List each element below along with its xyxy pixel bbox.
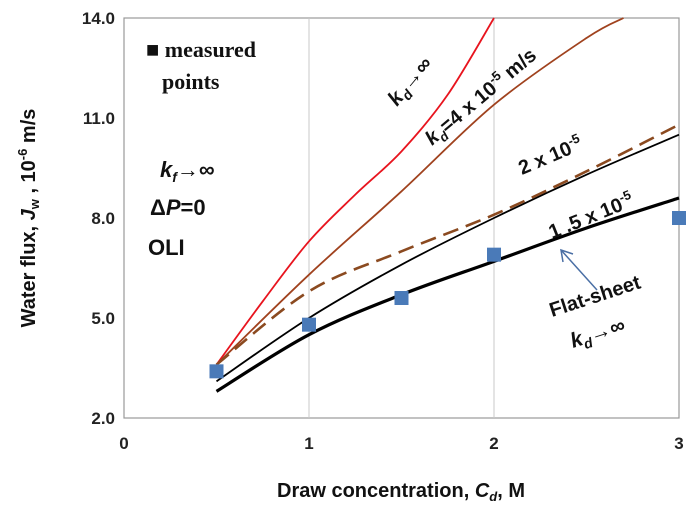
label-kf-infinity: kf→∞ <box>160 157 215 185</box>
y-tick-label-3: 11.0 <box>83 109 115 128</box>
measured-point-3 <box>487 247 501 262</box>
x-axis-title: Draw concentration, Cd, M <box>277 480 525 504</box>
label-2e-5: 2 x 10-5 <box>514 130 586 179</box>
label-kd-4e-5: kd=4 x 10-5 m/s <box>419 42 543 152</box>
label-kd-infinity-top: kd→∞ <box>383 52 439 112</box>
series-line-4 <box>215 196 680 393</box>
label-oli: OLI <box>148 235 185 260</box>
series-line-3 <box>215 123 680 366</box>
y-tick-label-4: 14.0 <box>82 9 115 28</box>
measured-points <box>209 211 686 379</box>
label-1-5e-5: 1 .5 x 10-5 <box>545 187 637 244</box>
x-tick-label-2: 2 <box>489 434 498 453</box>
series-line-1 <box>215 17 624 366</box>
measured-point-2 <box>394 291 409 305</box>
label-kd-infinity-bottom: kd→∞ <box>567 313 629 355</box>
y-axis-title: Water flux, Jw , 10-6 m/s <box>15 109 42 328</box>
x-tick-label-1: 1 <box>304 434 313 453</box>
label-flat-sheet: Flat-sheet <box>547 272 644 322</box>
y-tick-label-2: 8.0 <box>91 209 115 228</box>
measured-point-0 <box>209 364 224 379</box>
series-lines <box>215 17 680 393</box>
series-line-2 <box>215 133 680 383</box>
label-delta-p: ΔP=0 <box>150 195 206 220</box>
y-tick-label-0: 2.0 <box>91 409 115 428</box>
legend-points: points <box>162 69 220 94</box>
flat-sheet-arrow <box>560 249 598 291</box>
series-line-0 <box>215 17 495 366</box>
legend-measured: ■ measured <box>146 37 256 62</box>
flat-sheet-arrow-head <box>560 248 574 263</box>
y-tick-label-1: 5.0 <box>91 309 115 328</box>
x-tick-label-0: 0 <box>119 434 128 453</box>
measured-point-4 <box>672 211 686 225</box>
y-tick-labels: 2.0 5.0 8.0 11.0 14.0 <box>82 9 115 428</box>
x-tick-label-3: 3 <box>674 434 683 453</box>
x-tick-labels: 0 1 2 3 <box>119 434 683 453</box>
measured-point-1 <box>302 317 316 332</box>
